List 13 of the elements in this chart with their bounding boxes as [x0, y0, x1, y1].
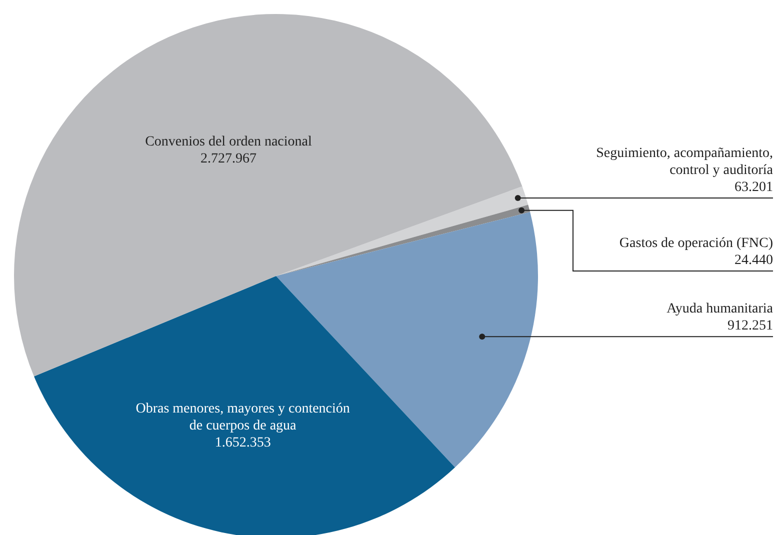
data-label: 63.201	[734, 180, 773, 195]
slice-label: Convenios del orden nacional	[145, 134, 312, 150]
pie-slice	[276, 186, 528, 276]
data-label: 912.251	[728, 318, 773, 334]
data-label: 1.652.353	[214, 436, 271, 451]
data-label: 2.727.967	[200, 151, 256, 166]
slice-label: Ayuda humanitaria	[666, 302, 774, 317]
data-label: 24.440	[734, 253, 773, 268]
slice-label: Obras menores, mayores y contención de cuerpos de agua	[136, 402, 350, 434]
pie-slice	[276, 204, 530, 276]
slice-label: Seguimiento, acompañamiento, control y auditoría	[596, 146, 774, 178]
pie-slice	[14, 14, 522, 376]
slice-label: Gastos de operación (FNC)	[619, 236, 774, 251]
